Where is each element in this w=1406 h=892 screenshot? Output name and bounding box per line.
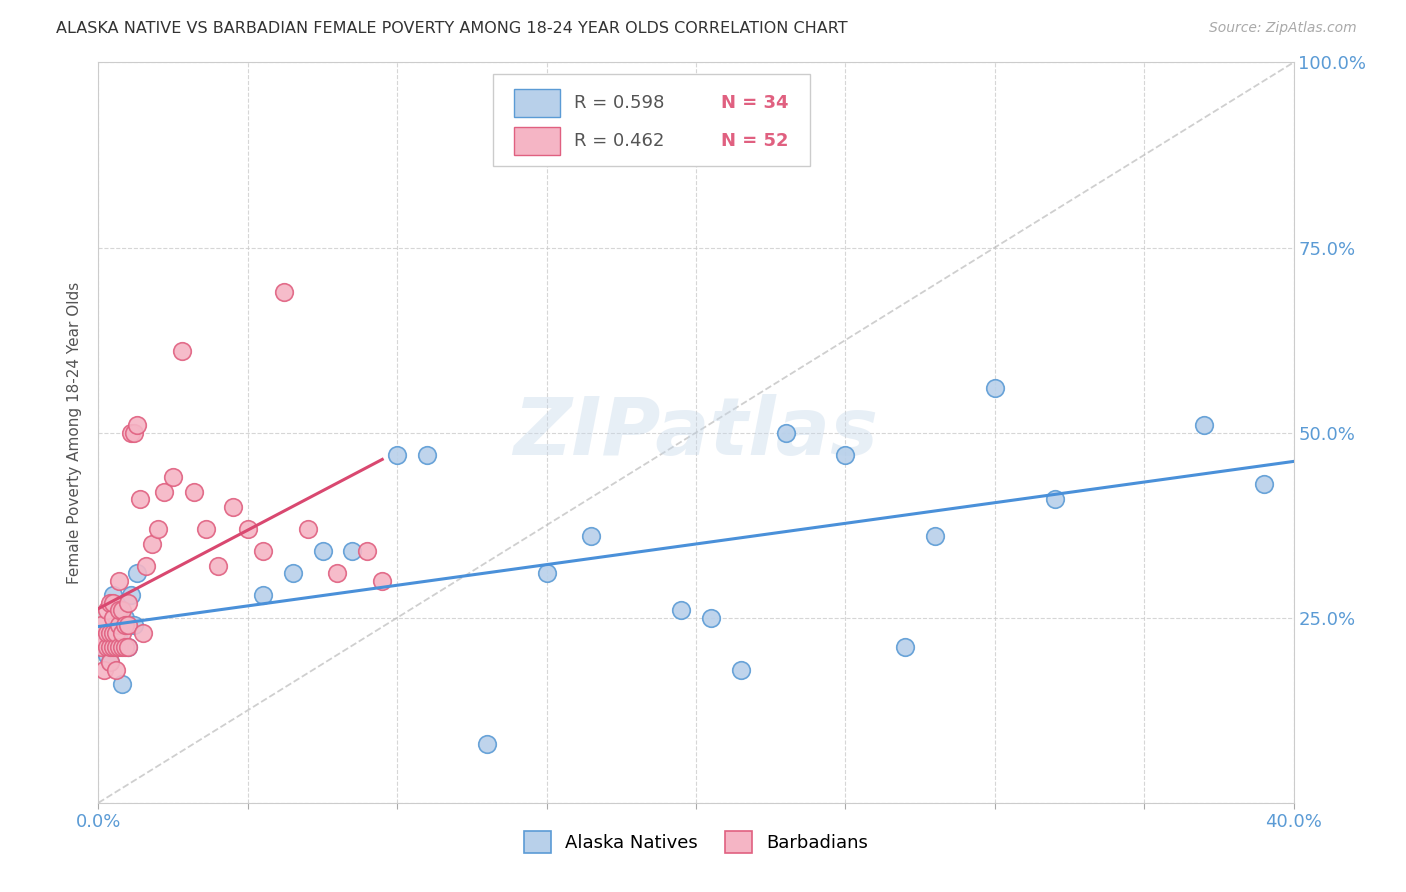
Point — [183, 484, 205, 499]
Legend: Alaska Natives, Barbadians: Alaska Natives, Barbadians — [516, 824, 876, 861]
Point — [195, 522, 218, 536]
Point — [96, 625, 118, 640]
Point — [124, 618, 146, 632]
Point — [93, 632, 115, 647]
Point — [236, 522, 259, 536]
Point — [371, 574, 394, 588]
Point — [120, 589, 142, 603]
Point — [252, 589, 274, 603]
Point — [141, 536, 163, 550]
Point — [132, 625, 155, 640]
Point — [108, 618, 131, 632]
FancyBboxPatch shape — [515, 88, 560, 117]
Point — [700, 610, 723, 624]
Point — [894, 640, 917, 655]
Point — [108, 640, 131, 655]
Point — [98, 655, 122, 669]
Point — [356, 544, 378, 558]
Point — [90, 618, 112, 632]
Point — [98, 655, 122, 669]
Point — [222, 500, 245, 514]
Point — [108, 603, 131, 617]
Point — [924, 529, 946, 543]
Point — [162, 470, 184, 484]
Point — [93, 632, 115, 647]
Point — [114, 618, 136, 632]
Point — [581, 529, 603, 543]
Point — [105, 625, 128, 640]
Point — [105, 663, 128, 677]
Point — [105, 640, 128, 655]
Text: Source: ZipAtlas.com: Source: ZipAtlas.com — [1209, 21, 1357, 35]
Point — [207, 558, 229, 573]
Point — [103, 596, 125, 610]
Point — [326, 566, 349, 581]
Y-axis label: Female Poverty Among 18-24 Year Olds: Female Poverty Among 18-24 Year Olds — [67, 282, 83, 583]
Point — [416, 448, 439, 462]
Text: R = 0.462: R = 0.462 — [574, 132, 665, 150]
Point — [342, 544, 364, 558]
Point — [1043, 492, 1066, 507]
Point — [475, 737, 498, 751]
Point — [96, 648, 118, 662]
Point — [153, 484, 176, 499]
Point — [93, 663, 115, 677]
Point — [111, 603, 134, 617]
Point — [124, 425, 146, 440]
Point — [117, 640, 139, 655]
Point — [127, 566, 149, 581]
Point — [834, 448, 856, 462]
Point — [984, 381, 1007, 395]
Point — [1253, 477, 1275, 491]
Point — [114, 640, 136, 655]
FancyBboxPatch shape — [515, 127, 560, 155]
Point — [297, 522, 319, 536]
Text: N = 34: N = 34 — [721, 94, 789, 112]
Point — [385, 448, 409, 462]
Point — [108, 632, 131, 647]
Point — [96, 603, 118, 617]
Point — [98, 596, 122, 610]
Text: ALASKA NATIVE VS BARBADIAN FEMALE POVERTY AMONG 18-24 YEAR OLDS CORRELATION CHAR: ALASKA NATIVE VS BARBADIAN FEMALE POVERT… — [56, 21, 848, 36]
Point — [129, 492, 152, 507]
Point — [273, 285, 295, 299]
Point — [775, 425, 797, 440]
Point — [117, 596, 139, 610]
Point — [117, 640, 139, 655]
Point — [111, 640, 134, 655]
Point — [281, 566, 304, 581]
Point — [148, 522, 170, 536]
Point — [114, 610, 136, 624]
Point — [103, 640, 125, 655]
Point — [172, 344, 194, 359]
Point — [669, 603, 692, 617]
Point — [103, 625, 125, 640]
FancyBboxPatch shape — [494, 73, 810, 166]
Point — [108, 574, 131, 588]
Point — [117, 618, 139, 632]
Point — [536, 566, 558, 581]
Point — [103, 589, 125, 603]
Point — [311, 544, 333, 558]
Point — [252, 544, 274, 558]
Point — [1192, 418, 1215, 433]
Point — [730, 663, 752, 677]
Point — [96, 640, 118, 655]
Point — [135, 558, 157, 573]
Point — [103, 610, 125, 624]
Point — [98, 625, 122, 640]
Text: N = 52: N = 52 — [721, 132, 789, 150]
Point — [111, 625, 134, 640]
Point — [108, 603, 131, 617]
Point — [90, 640, 112, 655]
Text: R = 0.598: R = 0.598 — [574, 94, 665, 112]
Point — [111, 677, 134, 691]
Text: ZIPatlas: ZIPatlas — [513, 393, 879, 472]
Point — [98, 640, 122, 655]
Point — [120, 425, 142, 440]
Point — [103, 625, 125, 640]
Point — [105, 640, 128, 655]
Point — [127, 418, 149, 433]
